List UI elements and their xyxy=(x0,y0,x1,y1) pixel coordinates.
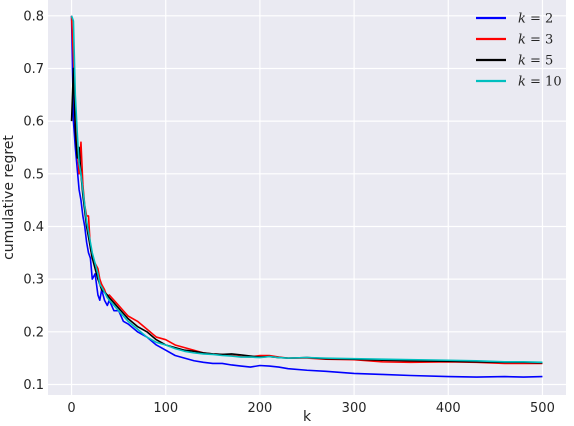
legend-label-5: k = 5 xyxy=(518,54,553,69)
x-tick-label: 200 xyxy=(247,401,272,416)
series-lines xyxy=(70,15,543,378)
y-tick-label: 0.3 xyxy=(23,273,44,288)
tick-labels: 0 100 200 300 400 500 0.1 0.2 0.3 0.4 0.5 0.6 0.7 0.8 xyxy=(23,9,555,416)
y-tick-label: 0.1 xyxy=(23,378,44,393)
series-line-2 xyxy=(70,15,543,378)
legend-label-2: k = 2 xyxy=(518,12,553,27)
y-tick-label: 0.5 xyxy=(23,167,44,182)
y-tick-label: 0.4 xyxy=(23,220,44,235)
x-tick-label: 500 xyxy=(530,401,555,416)
y-tick-label: 0.8 xyxy=(23,9,44,24)
series-line-10 xyxy=(70,15,543,364)
y-tick-label: 0.7 xyxy=(23,62,44,77)
y-tick-label: 0.2 xyxy=(23,325,44,340)
x-tick-label: 0 xyxy=(67,401,75,416)
legend-label-10: k = 10 xyxy=(518,75,562,90)
x-tick-label: 400 xyxy=(436,401,461,416)
x-tick-label: 100 xyxy=(153,401,178,416)
x-axis-label: k xyxy=(303,409,312,425)
grid xyxy=(48,0,566,395)
legend-label-3: k = 3 xyxy=(518,33,553,48)
y-axis-label: cumulative regret xyxy=(1,135,17,260)
y-tick-label: 0.6 xyxy=(23,115,44,130)
x-tick-label: 300 xyxy=(342,401,367,416)
legend: k = 2 k = 3 k = 5 k = 10 xyxy=(476,12,562,90)
